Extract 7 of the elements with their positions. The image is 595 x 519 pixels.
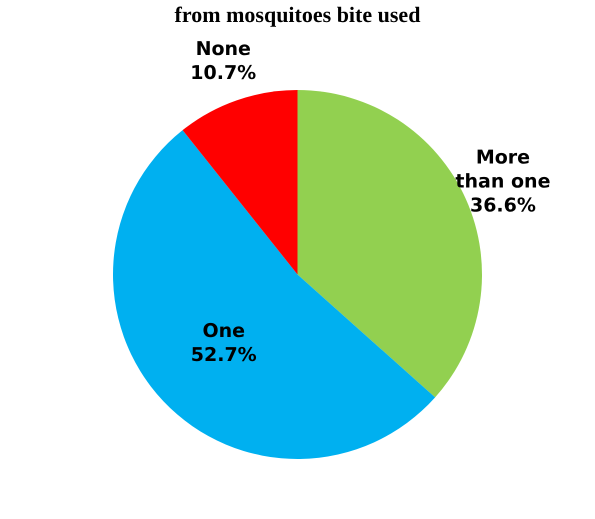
data-label: 52.7%	[190, 344, 257, 366]
slice-label: More than one	[455, 146, 550, 192]
slice-label: None	[196, 38, 251, 60]
chart-title: from mosquitoes bite used	[174, 1, 422, 29]
slice-label: One	[202, 320, 246, 342]
data-label: 36.6%	[470, 194, 536, 216]
data-label: 10.7%	[190, 62, 256, 84]
